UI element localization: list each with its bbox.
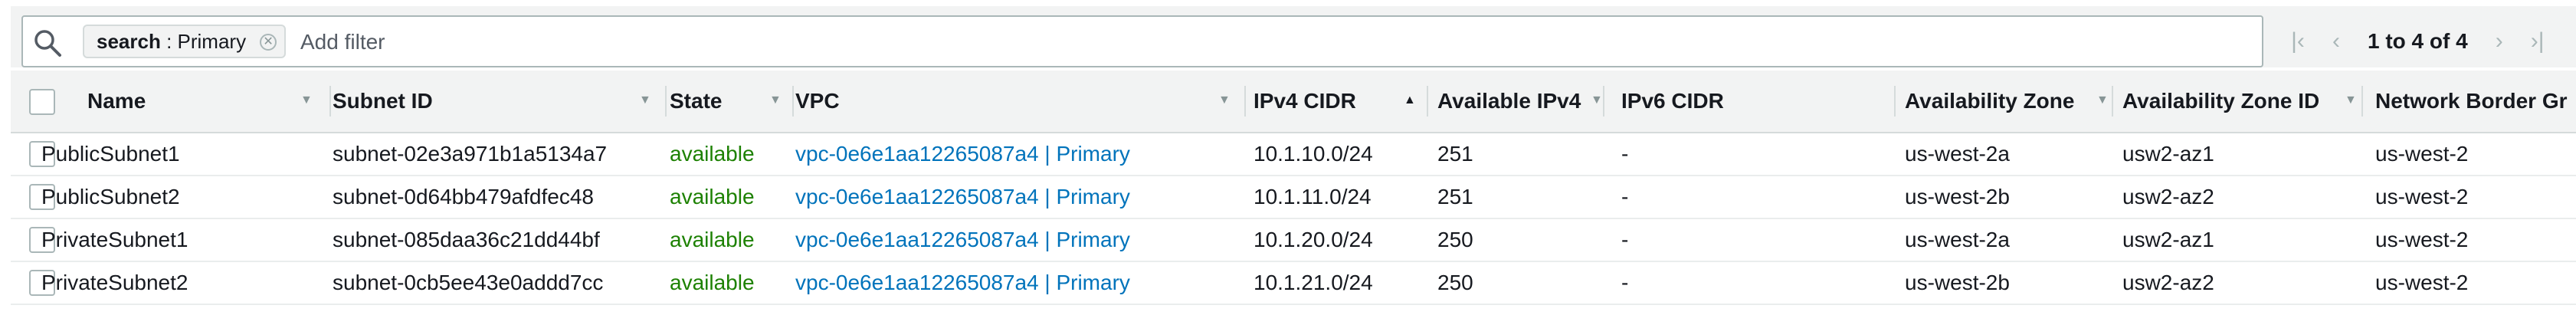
column-divider[interactable]: [792, 86, 794, 117]
column-header-ipv6-cidr[interactable]: IPv6 CIDR: [1621, 71, 1896, 132]
filter-token-value: Primary: [177, 29, 247, 53]
cell-state: available: [670, 228, 755, 251]
cell-subnet-id: subnet-02e3a971b1a5134a7: [333, 142, 608, 166]
cell-availability-zone: us-west-2a: [1905, 142, 2010, 166]
cell-availability-zone-id: usw2-az2: [2122, 185, 2214, 208]
column-header-ipv4-cidr[interactable]: IPv4 CIDR ▲: [1254, 71, 1428, 132]
cell-name: PublicSubnet2: [41, 185, 180, 208]
select-all-checkbox[interactable]: [29, 89, 55, 115]
cell-name: PrivateSubnet1: [41, 228, 188, 251]
last-page-icon[interactable]: ›|: [2530, 28, 2545, 54]
next-page-icon[interactable]: ›: [2495, 28, 2503, 54]
cell-network-border-group: us-west-2: [2375, 271, 2469, 294]
cell-ipv4-cidr: 10.1.20.0/24: [1254, 228, 1373, 251]
cell-ipv4-cidr: 10.1.10.0/24: [1254, 142, 1373, 166]
column-divider[interactable]: [2112, 86, 2113, 117]
column-header-availability-zone-id[interactable]: Availability Zone ID ▼: [2122, 71, 2363, 132]
cell-availability-zone-id: usw2-az1: [2122, 142, 2214, 166]
row-checkbox[interactable]: [29, 141, 55, 167]
filter-token: search : Primary ✕: [83, 25, 287, 58]
column-divider[interactable]: [665, 86, 667, 117]
remove-filter-icon[interactable]: ✕: [260, 34, 277, 51]
column-header-network-border-group[interactable]: Network Border Gr: [2375, 89, 2568, 113]
cell-name: PrivateSubnet2: [41, 271, 188, 294]
first-page-icon[interactable]: |‹: [2291, 28, 2305, 54]
filter-toolbar: search : Primary ✕ |‹ ‹ 1 to 4 of 4 › ›|: [11, 6, 2576, 67]
filter-token-key: search: [97, 29, 161, 53]
previous-page-icon[interactable]: ‹: [2332, 28, 2340, 54]
row-checkbox[interactable]: [29, 184, 55, 210]
sort-caret-icon: ▼: [2096, 94, 2109, 107]
table-row[interactable]: PublicSubnet2 subnet-0d64bb479afdfec48 a…: [11, 176, 2576, 219]
sort-caret-icon: ▼: [769, 94, 782, 107]
cell-available-ipv4: 250: [1437, 271, 1473, 294]
cell-state: available: [670, 271, 755, 294]
table-row[interactable]: PrivateSubnet2 subnet-0cb5ee43e0addd7cc …: [11, 262, 2576, 305]
add-filter-input[interactable]: [299, 23, 1221, 61]
column-header-subnet-id[interactable]: Subnet ID ▼: [333, 71, 667, 132]
filter-token-separator: :: [160, 29, 178, 53]
cell-subnet-id: subnet-085daa36c21dd44bf: [333, 228, 600, 251]
table-header: Name ▼ Subnet ID ▼ State ▼ VPC ▼ IPv4 CI…: [11, 71, 2576, 133]
cell-available-ipv4: 251: [1437, 185, 1473, 208]
cell-availability-zone: us-west-2b: [1905, 271, 2010, 294]
cell-ipv6-cidr: -: [1621, 185, 1629, 208]
column-divider[interactable]: [1603, 86, 1604, 117]
sort-ascending-icon: ▲: [1404, 94, 1416, 107]
cell-network-border-group: us-west-2: [2375, 142, 2469, 166]
column-divider[interactable]: [329, 86, 331, 117]
cell-vpc-link[interactable]: vpc-0e6e1aa12265087a4 | Primary: [795, 185, 1130, 208]
column-header-name[interactable]: Name ▼: [87, 71, 331, 132]
column-divider[interactable]: [1244, 86, 1246, 117]
sort-caret-icon: ▼: [300, 94, 313, 107]
cell-name: PublicSubnet1: [41, 142, 180, 166]
cell-ipv6-cidr: -: [1621, 142, 1629, 166]
cell-ipv6-cidr: -: [1621, 271, 1629, 294]
cell-available-ipv4: 251: [1437, 142, 1473, 166]
table-row[interactable]: PublicSubnet1 subnet-02e3a971b1a5134a7 a…: [11, 133, 2576, 176]
cell-availability-zone-id: usw2-az1: [2122, 228, 2214, 251]
column-header-availability-zone[interactable]: Availability Zone ▼: [1905, 71, 2113, 132]
pagination-range: 1 to 4 of 4: [2368, 29, 2468, 53]
cell-availability-zone-id: usw2-az2: [2122, 271, 2214, 294]
row-checkbox[interactable]: [29, 227, 55, 253]
filter-search-box[interactable]: search : Primary ✕: [21, 15, 2263, 67]
cell-vpc-link[interactable]: vpc-0e6e1aa12265087a4 | Primary: [795, 142, 1130, 166]
column-header-state[interactable]: State ▼: [670, 71, 794, 132]
column-divider[interactable]: [1427, 86, 1428, 117]
search-icon: [34, 30, 61, 57]
cell-available-ipv4: 250: [1437, 228, 1473, 251]
sort-caret-icon: ▼: [639, 94, 651, 107]
sort-caret-icon: ▼: [2345, 94, 2357, 107]
cell-subnet-id: subnet-0cb5ee43e0addd7cc: [333, 271, 604, 294]
cell-state: available: [670, 142, 755, 166]
sort-caret-icon: ▼: [1591, 94, 1603, 107]
cell-vpc-link[interactable]: vpc-0e6e1aa12265087a4 | Primary: [795, 271, 1130, 294]
cell-ipv6-cidr: -: [1621, 228, 1629, 251]
cell-availability-zone: us-west-2a: [1905, 228, 2010, 251]
column-divider[interactable]: [2361, 86, 2363, 117]
cell-network-border-group: us-west-2: [2375, 228, 2469, 251]
row-checkbox[interactable]: [29, 270, 55, 296]
column-header-vpc[interactable]: VPC ▼: [795, 71, 1246, 132]
cell-ipv4-cidr: 10.1.21.0/24: [1254, 271, 1373, 294]
cell-availability-zone: us-west-2b: [1905, 185, 2010, 208]
table-row[interactable]: PrivateSubnet1 subnet-085daa36c21dd44bf …: [11, 219, 2576, 262]
sort-caret-icon: ▼: [1218, 94, 1231, 107]
column-divider[interactable]: [1894, 86, 1896, 117]
cell-subnet-id: subnet-0d64bb479afdfec48: [333, 185, 594, 208]
column-header-available-ipv4[interactable]: Available IPv4 ▼: [1437, 71, 1604, 132]
cell-state: available: [670, 185, 755, 208]
cell-ipv4-cidr: 10.1.11.0/24: [1254, 185, 1372, 208]
cell-vpc-link[interactable]: vpc-0e6e1aa12265087a4 | Primary: [795, 228, 1130, 251]
cell-network-border-group: us-west-2: [2375, 185, 2469, 208]
pagination: |‹ ‹ 1 to 4 of 4 › ›|: [2279, 17, 2557, 66]
